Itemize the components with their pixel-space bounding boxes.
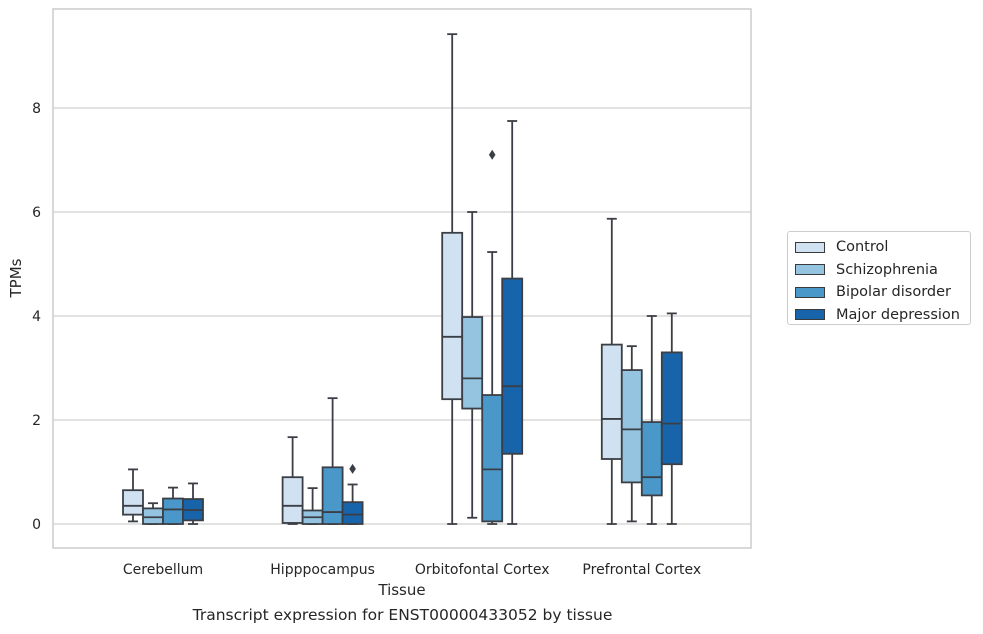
x-tick-label: Orbitofontal Cortex — [415, 562, 550, 578]
legend-label: Control — [836, 239, 889, 256]
iqr-box — [162, 497, 184, 525]
outlier-point — [488, 149, 496, 160]
plot-area-frame — [52, 8, 752, 549]
box-major-depression — [182, 482, 204, 525]
iqr-box — [441, 231, 464, 401]
y-tick-label: 4 — [32, 309, 41, 325]
box-major-depression — [501, 120, 524, 525]
box-bipolar-disorder — [321, 397, 344, 525]
iqr-box — [461, 316, 484, 410]
x-tick-label: Hipppocampus — [270, 562, 375, 578]
iqr-box — [640, 421, 663, 497]
legend-label: Schizophrenia — [836, 261, 938, 278]
legend-swatch — [795, 286, 825, 298]
iqr-box — [341, 501, 364, 525]
legend-item: Major depression — [792, 304, 970, 327]
y-tick-labels: 0 2 4 6 8 — [32, 101, 41, 533]
y-tick-label: 6 — [32, 205, 41, 221]
y-tick-label: 8 — [32, 101, 41, 117]
iqr-box — [281, 476, 304, 524]
iqr-box — [122, 489, 144, 516]
box-control — [281, 436, 304, 525]
box-schizophrenia — [620, 345, 643, 523]
iqr-box — [321, 466, 344, 525]
legend-item: Bipolar disorder — [792, 281, 970, 304]
legend-item: Control — [792, 236, 970, 259]
legend-swatch — [795, 264, 825, 276]
x-tick-label: Prefrontal Cortex — [582, 562, 701, 578]
iqr-box — [660, 351, 683, 466]
boxes-layer — [122, 33, 683, 525]
legend-label: Bipolar disorder — [836, 284, 951, 301]
box-schizophrenia — [461, 211, 484, 519]
figure-caption: Transcript expression for ENST0000043305… — [192, 606, 613, 624]
legend-swatch — [795, 241, 825, 253]
box-bipolar-disorder — [481, 149, 504, 525]
iqr-box — [481, 394, 504, 523]
y-axis-label: TPMs — [7, 258, 25, 298]
x-tick-labels: Cerebellum Hipppocampus Orbitofontal Corte… — [123, 562, 701, 578]
legend-item: Schizophrenia — [792, 259, 970, 282]
y-tick-label: 2 — [32, 413, 41, 429]
box-schizophrenia — [142, 502, 164, 525]
legend-swatch — [795, 309, 825, 321]
legend: Control Schizophrenia Bipolar disorder Majo… — [787, 231, 971, 325]
box-control — [122, 468, 144, 523]
iqr-box — [501, 277, 524, 455]
outlier-point — [349, 463, 356, 474]
iqr-box — [600, 343, 623, 460]
iqr-box — [142, 507, 164, 525]
box-major-depression — [660, 312, 683, 525]
y-tick-label: 0 — [32, 517, 41, 533]
box-control — [600, 217, 623, 525]
iqr-box — [620, 369, 643, 484]
box-major-depression — [341, 463, 364, 525]
box-bipolar-disorder — [162, 486, 184, 525]
x-tick-label: Cerebellum — [123, 562, 203, 578]
x-axis-label: Tissue — [377, 581, 425, 599]
box-control — [441, 33, 464, 525]
box-schizophrenia — [301, 487, 324, 525]
legend-label: Major depression — [836, 306, 960, 323]
box-bipolar-disorder — [640, 315, 663, 525]
